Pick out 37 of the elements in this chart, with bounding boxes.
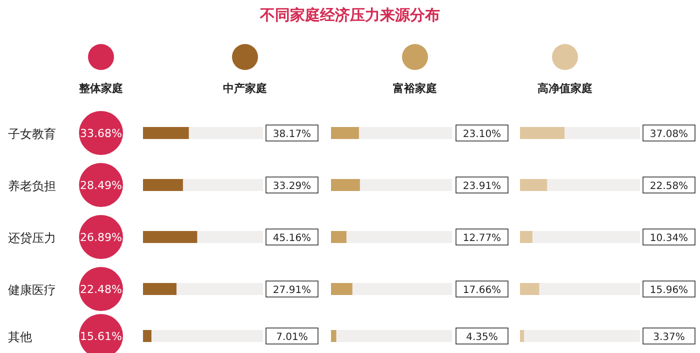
data-label: 28.49% xyxy=(80,179,122,192)
data-label: 27.91% xyxy=(272,285,312,296)
bar xyxy=(331,231,346,243)
category-label: 健康医疗 xyxy=(8,283,56,297)
data-label: 17.66% xyxy=(462,285,502,296)
category-label: 还贷压力 xyxy=(8,231,56,245)
category-label: 其他 xyxy=(8,330,32,344)
chart-title: 中产家庭 xyxy=(223,82,267,95)
category-label: 子女教育 xyxy=(8,127,56,141)
data-label: 4.35% xyxy=(466,332,498,343)
data-label: 38.17% xyxy=(272,129,312,140)
text: 不同家庭经济压力来源分布 xyxy=(259,6,440,24)
data-label: 33.68% xyxy=(80,127,122,140)
data-label: 22.58% xyxy=(650,181,688,192)
data-label: 15.96% xyxy=(650,285,688,296)
data-label: 37.08% xyxy=(650,129,688,140)
data-label: 45.16% xyxy=(272,233,312,244)
data-label: 22.48% xyxy=(80,283,122,296)
bar xyxy=(520,231,532,243)
data-label: 3.37% xyxy=(653,332,685,343)
chart-title: 高净值家庭 xyxy=(538,82,592,95)
bar xyxy=(331,127,359,139)
bar xyxy=(520,179,548,191)
bar xyxy=(331,179,360,191)
data-label: 15.61% xyxy=(80,330,122,343)
data-label: 10.34% xyxy=(650,233,688,244)
data-label: 7.01% xyxy=(276,332,308,343)
chart-title: 富裕家庭 xyxy=(393,82,437,95)
bar xyxy=(331,283,352,295)
bar xyxy=(520,283,540,295)
text: 整体家庭 xyxy=(78,82,123,95)
data-label: 23.91% xyxy=(462,181,502,192)
data-label: 12.77% xyxy=(462,233,502,244)
data-label: 26.89% xyxy=(80,231,122,244)
data-label: 33.29% xyxy=(272,181,312,192)
category-label: 养老负担 xyxy=(8,179,56,193)
data-label: 23.10% xyxy=(462,129,502,140)
